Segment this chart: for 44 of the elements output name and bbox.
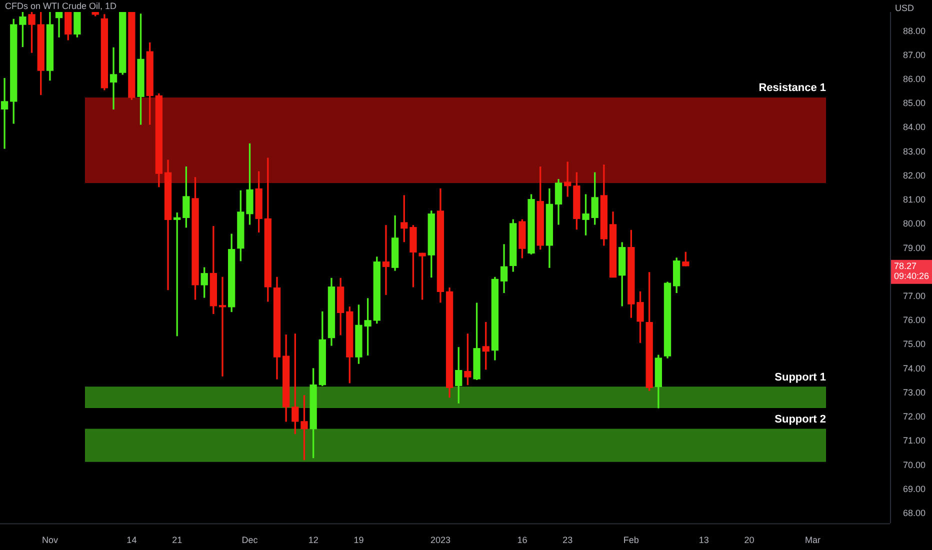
y-tick-label: 70.00 [903,460,926,470]
text: 78.27 09:40:26 [894,260,930,281]
x-tick-label: Nov [42,535,58,546]
y-tick-label: 88.00 [903,26,926,36]
x-tick-label: Dec [242,535,258,546]
x-tick-label: 21 [172,535,182,546]
x-tick-label: 2023 [430,535,450,546]
candlestick [110,47,118,110]
y-tick-label: 68.00 [903,508,926,518]
y-tick-label: 76.00 [903,315,926,326]
band-label: Support 2 [774,413,826,426]
x-tick-label: Mar [805,535,821,546]
band-label: Support 1 [774,371,826,384]
y-tick-label: 73.00 [903,387,926,398]
x-tick-label: 13 [698,535,709,546]
y-tick-label: 80.00 [903,218,926,229]
x-tick-label: 12 [308,535,318,546]
candlestick [218,276,226,376]
x-tick-label: 19 [354,535,364,546]
candlestick [382,225,390,295]
y-tick-label: 81.00 [903,194,926,205]
y-tick-label: 72.00 [903,412,926,422]
y-tick-label: 86.00 [903,74,926,84]
x-tick-label: 20 [744,535,754,546]
x-tick-label: 14 [126,535,137,546]
chart-title: CFDs on WTI Crude Oil, 1D [5,0,118,11]
candlestick [55,12,63,38]
y-tick-label: 87.00 [903,50,926,60]
x-tick-label: Feb [623,535,639,546]
y-tick-label: 75.00 [903,339,926,350]
x-tick-label: 23 [562,535,573,546]
y-tick-label: 71.00 [903,436,926,446]
y-tick-label: 85.00 [903,98,926,108]
y-tick-label: 69.00 [903,484,926,494]
y-tick-label: 84.00 [903,122,926,132]
y-tick-label: 79.00 [903,242,926,253]
y-tick-label: 77.00 [903,291,926,302]
x-tick-label: 16 [517,535,528,546]
y-tick-label: 83.00 [903,146,926,156]
y-axis-title: USD [895,2,914,13]
band-label: Resistance 1 [758,82,826,94]
y-tick-label: 74.00 [903,363,926,374]
y-tick-label: 82.00 [903,170,926,180]
candlestick [0,78,8,149]
